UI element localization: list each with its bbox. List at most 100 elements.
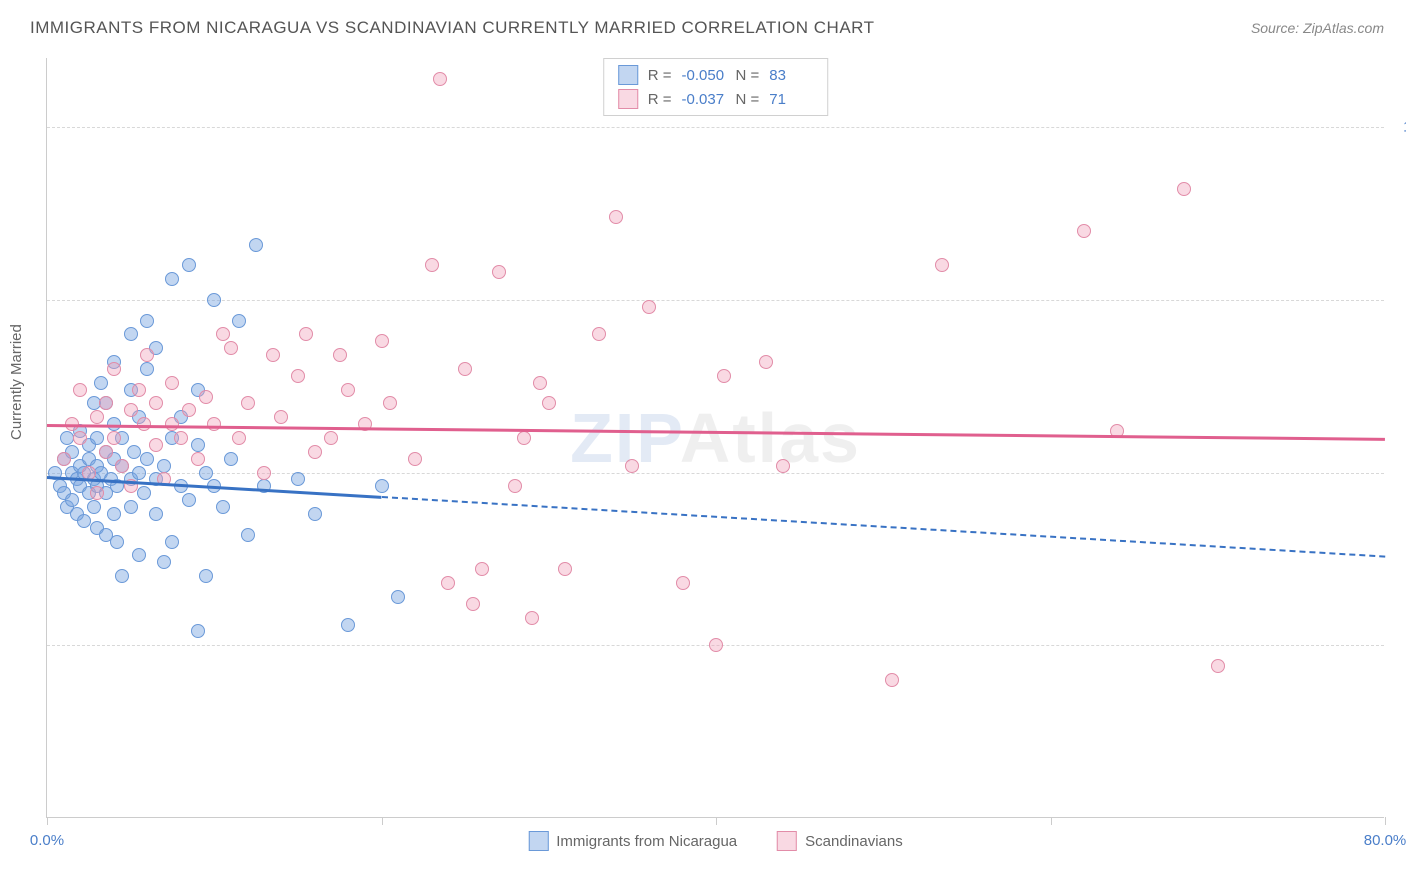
legend-n-label-0: N =	[736, 67, 760, 84]
scatter-point-series-1	[525, 611, 539, 625]
scatter-point-series-0	[132, 466, 146, 480]
x-tick	[382, 817, 383, 825]
scatter-point-series-0	[87, 500, 101, 514]
series-swatch-1	[777, 831, 797, 851]
watermark: ZIPAtlas	[570, 398, 861, 478]
scatter-point-series-1	[759, 355, 773, 369]
scatter-point-series-1	[508, 479, 522, 493]
scatter-point-series-1	[124, 403, 138, 417]
legend-n-value-0: 83	[769, 67, 813, 84]
scatter-point-series-1	[199, 390, 213, 404]
scatter-point-series-0	[391, 590, 405, 604]
scatter-point-series-0	[232, 314, 246, 328]
scatter-point-series-1	[558, 562, 572, 576]
legend-n-label-1: N =	[736, 91, 760, 108]
watermark-atlas: Atlas	[680, 399, 861, 477]
scatter-point-series-1	[441, 576, 455, 590]
scatter-point-series-0	[291, 472, 305, 486]
scatter-point-series-1	[676, 576, 690, 590]
legend-row-series-0: R = -0.050 N = 83	[618, 63, 814, 87]
scatter-point-series-1	[73, 383, 87, 397]
scatter-point-series-0	[308, 507, 322, 521]
scatter-point-series-0	[182, 493, 196, 507]
scatter-point-series-1	[191, 452, 205, 466]
series-legend: Immigrants from Nicaragua Scandinavians	[528, 831, 902, 851]
scatter-point-series-1	[165, 376, 179, 390]
scatter-point-series-1	[257, 466, 271, 480]
scatter-point-series-0	[341, 618, 355, 632]
scatter-point-series-1	[492, 265, 506, 279]
scatter-point-series-1	[333, 348, 347, 362]
scatter-point-series-0	[216, 500, 230, 514]
scatter-point-series-1	[375, 334, 389, 348]
scatter-point-series-1	[517, 431, 531, 445]
correlation-legend: R = -0.050 N = 83 R = -0.037 N = 71	[603, 58, 829, 116]
scatter-point-series-0	[77, 514, 91, 528]
scatter-point-series-1	[99, 445, 113, 459]
x-tick-label: 80.0%	[1364, 832, 1406, 849]
scatter-point-series-0	[375, 479, 389, 493]
y-tick-label: 50.0%	[1394, 464, 1406, 481]
scatter-point-series-0	[165, 272, 179, 286]
scatter-point-series-1	[717, 369, 731, 383]
scatter-point-series-1	[1077, 224, 1091, 238]
scatter-point-series-1	[642, 300, 656, 314]
y-tick-label: 25.0%	[1394, 637, 1406, 654]
scatter-point-series-1	[90, 486, 104, 500]
scatter-point-series-1	[99, 396, 113, 410]
scatter-point-series-1	[458, 362, 472, 376]
y-axis-label: Currently Married	[8, 324, 25, 440]
scatter-point-series-1	[609, 210, 623, 224]
scatter-point-series-1	[625, 459, 639, 473]
scatter-point-series-0	[124, 327, 138, 341]
chart-title: IMMIGRANTS FROM NICARAGUA VS SCANDINAVIA…	[30, 18, 875, 38]
scatter-point-series-1	[466, 597, 480, 611]
trendline-dashed	[381, 496, 1385, 558]
scatter-point-series-1	[241, 396, 255, 410]
scatter-point-series-0	[157, 459, 171, 473]
series-legend-item-0: Immigrants from Nicaragua	[528, 831, 737, 851]
scatter-point-series-0	[249, 238, 263, 252]
scatter-point-series-0	[140, 314, 154, 328]
series-legend-item-1: Scandinavians	[777, 831, 903, 851]
scatter-point-series-1	[885, 673, 899, 687]
scatter-point-series-1	[115, 459, 129, 473]
legend-r-value-0: -0.050	[682, 67, 726, 84]
scatter-point-series-0	[65, 493, 79, 507]
scatter-point-series-0	[140, 362, 154, 376]
chart-plot-area: ZIPAtlas 25.0%50.0%75.0%100.0% 0.0%80.0%…	[46, 58, 1384, 818]
x-tick-label: 0.0%	[30, 832, 64, 849]
scatter-point-series-1	[935, 258, 949, 272]
scatter-point-series-1	[542, 396, 556, 410]
x-tick	[1051, 817, 1052, 825]
scatter-point-series-0	[107, 507, 121, 521]
scatter-point-series-1	[132, 383, 146, 397]
legend-r-label-0: R =	[648, 67, 672, 84]
scatter-point-series-0	[191, 624, 205, 638]
scatter-point-series-1	[73, 431, 87, 445]
scatter-point-series-1	[475, 562, 489, 576]
scatter-point-series-1	[433, 72, 447, 86]
scatter-point-series-1	[107, 431, 121, 445]
scatter-point-series-1	[709, 638, 723, 652]
scatter-point-series-0	[90, 431, 104, 445]
scatter-point-series-0	[137, 486, 151, 500]
scatter-point-series-1	[207, 417, 221, 431]
scatter-point-series-1	[383, 396, 397, 410]
scatter-point-series-1	[149, 396, 163, 410]
legend-r-value-1: -0.037	[682, 91, 726, 108]
scatter-point-series-0	[157, 555, 171, 569]
scatter-point-series-1	[174, 431, 188, 445]
scatter-point-series-0	[60, 431, 74, 445]
scatter-point-series-0	[224, 452, 238, 466]
scatter-point-series-1	[592, 327, 606, 341]
scatter-point-series-0	[124, 500, 138, 514]
trendline	[47, 424, 1385, 440]
x-tick	[716, 817, 717, 825]
scatter-point-series-1	[165, 417, 179, 431]
scatter-point-series-1	[149, 438, 163, 452]
scatter-point-series-1	[266, 348, 280, 362]
scatter-point-series-0	[191, 438, 205, 452]
scatter-point-series-0	[115, 569, 129, 583]
scatter-point-series-1	[224, 341, 238, 355]
